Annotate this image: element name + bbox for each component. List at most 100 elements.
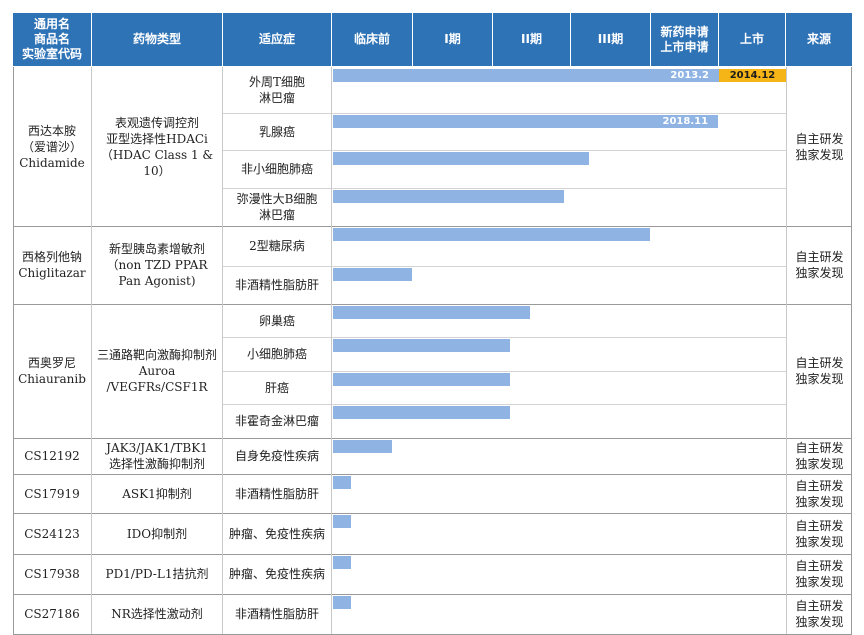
table-left-border <box>13 67 14 634</box>
indication-line: 肿瘤、免疫性疾病 <box>228 567 325 581</box>
indication-line: 弥漫性大B细胞 <box>236 192 318 206</box>
drug-type-text: PD1/PD-L1拮抗剂 <box>106 566 209 582</box>
indication-text: 非酒精性脂肪肝 <box>235 486 319 502</box>
source-line: 自主研发 <box>795 518 844 533</box>
source-cell: 自主研发 独家发现 <box>786 67 852 226</box>
indication-line: 自身免疫性疾病 <box>234 449 319 463</box>
source-text: 自主研发 独家发现 <box>795 131 843 163</box>
drug-name-text: CS27186 <box>24 606 80 622</box>
drug-type-text: JAK3/JAK1/TBK1 选择性激酶抑制剂 <box>106 440 208 472</box>
indication-text: 卵巢癌 <box>259 313 295 329</box>
source-cell: 自主研发 独家发现 <box>786 474 852 513</box>
indication-line: 非酒精性脂肪肝 <box>234 278 319 292</box>
drug-name-text: 西奥罗尼 Chiauranib <box>18 355 86 387</box>
drug-name-cell: 西格列他钠 Chiglitazar <box>13 226 92 304</box>
drug-name-line: CS24123 <box>24 526 80 541</box>
source-cell: 自主研发 独家发现 <box>786 304 852 438</box>
indication-cell: 肝癌 <box>223 371 332 404</box>
progress-bar <box>333 190 565 203</box>
progress-bar: 2013.2 <box>333 69 719 82</box>
indication-text: 外周T细胞 淋巴瘤 <box>249 74 305 106</box>
drug-name-text: CS17938 <box>24 566 80 582</box>
drug-name-cell: CS27186 <box>13 594 92 634</box>
indication-line: 卵巢癌 <box>258 313 295 328</box>
source-line: 独家发现 <box>795 534 844 549</box>
source-line: 独家发现 <box>795 494 844 509</box>
drug-type-line: 选择性激酶抑制剂 <box>108 457 205 471</box>
indication-cell: 非小细胞肺癌 <box>223 150 332 188</box>
progress-date-label: 2018.11 <box>662 116 709 127</box>
drug-type-line: （HDAC Class 1 & 10） <box>100 147 214 178</box>
source-line: 自主研发 <box>795 356 844 370</box>
progress-bar <box>333 556 352 569</box>
source-text: 自主研发 独家发现 <box>795 355 843 387</box>
indication-text: 非酒精性脂肪肝 <box>235 277 319 293</box>
indication-line: 肝癌 <box>264 380 289 395</box>
drug-type-cell: JAK3/JAK1/TBK1 选择性激酶抑制剂 <box>92 438 223 474</box>
indication-cell: 小细胞肺癌 <box>223 337 332 371</box>
source-line: 自主研发 <box>795 559 844 573</box>
indication-line: 淋巴瘤 <box>258 208 295 222</box>
drug-name-text: 西格列他钠 Chiglitazar <box>18 249 85 281</box>
progress-bar <box>333 476 352 489</box>
indication-line: 非酒精性脂肪肝 <box>234 486 319 501</box>
group-divider <box>13 226 852 227</box>
drug-type-line: （non TZD PPAR <box>106 258 208 272</box>
drug-type-cell: 三通路靶向激酶抑制剂 Auroa /VEGFRs/CSF1R <box>92 304 223 438</box>
indication-text: 非酒精性脂肪肝 <box>235 606 319 622</box>
indication-divider <box>223 337 786 338</box>
drug-type-line: 亚型选择性HDACi <box>106 131 208 146</box>
progress-bar <box>333 228 651 241</box>
indication-cell: 乳腺癌 <box>223 113 332 150</box>
indication-line: 非小细胞肺癌 <box>240 162 313 176</box>
source-line: 独家发现 <box>795 457 844 471</box>
progress-bar <box>333 440 392 453</box>
drug-type-cell: PD1/PD-L1拮抗剂 <box>92 554 223 594</box>
source-cell: 自主研发 独家发现 <box>786 226 852 304</box>
source-text: 自主研发 独家发现 <box>795 478 843 510</box>
drug-name-text: 西达本胺 （爱谱沙） Chidamide <box>19 123 85 171</box>
indication-line: 非霍奇金淋巴瘤 <box>234 414 319 428</box>
indication-line: 非酒精性脂肪肝 <box>234 607 319 621</box>
group-divider <box>13 304 852 305</box>
drug-type-line: 新型胰岛素增敏剂 <box>108 242 205 256</box>
table-right-border <box>851 67 852 634</box>
header-indication: 适应症 <box>223 13 332 66</box>
indication-cell: 自身免疫性疾病 <box>223 438 332 474</box>
progress-bar <box>333 406 510 419</box>
indication-cell: 卵巢癌 <box>223 304 332 337</box>
progress-bar: 2018.11 <box>333 115 719 128</box>
progress-bar <box>333 268 413 281</box>
group-divider <box>13 513 852 514</box>
progress-bar <box>333 339 510 352</box>
indication-divider <box>223 371 786 372</box>
drug-name-line: （爱谱沙） <box>21 139 82 154</box>
source-line: 独家发现 <box>795 575 844 589</box>
drug-name-line: CS27186 <box>24 607 80 621</box>
header-preclinical: 临床前 <box>332 13 413 66</box>
source-line: 自主研发 <box>795 478 844 493</box>
indication-cell: 肿瘤、免疫性疾病 <box>223 513 332 554</box>
group-divider <box>13 594 852 595</box>
indication-line: 肿瘤、免疫性疾病 <box>228 526 325 541</box>
drug-type-cell: IDO抑制剂 <box>92 513 223 554</box>
header-phase1: I期 <box>413 13 493 66</box>
drug-name-cell: CS24123 <box>13 513 92 554</box>
header-drug-type: 药物类型 <box>92 13 223 66</box>
source-text: 自主研发 独家发现 <box>795 440 843 472</box>
drug-name-text: CS12192 <box>24 448 80 464</box>
drug-name-text: CS17919 <box>24 486 80 502</box>
drug-name-line: 西达本胺 <box>27 123 76 138</box>
drug-type-line: NR选择性激动剂 <box>111 607 203 621</box>
progress-bar <box>333 152 589 165</box>
drug-name-line: CS17919 <box>24 486 80 501</box>
drug-type-text: 表观遗传调控剂 亚型选择性HDACi （HDAC Class 1 & 10） <box>92 115 222 179</box>
header-generic-name-line: 通用名 <box>33 17 70 31</box>
indication-text: 小细胞肺癌 <box>247 346 307 362</box>
drug-name-line: CS12192 <box>24 449 80 463</box>
indication-text: 自身免疫性疾病 <box>235 448 319 464</box>
group-divider <box>13 438 852 439</box>
indication-line: 乳腺癌 <box>258 124 295 139</box>
drug-type-cell: 表观遗传调控剂 亚型选择性HDACi （HDAC Class 1 & 10） <box>92 67 223 226</box>
drug-type-line: IDO抑制剂 <box>126 526 188 541</box>
